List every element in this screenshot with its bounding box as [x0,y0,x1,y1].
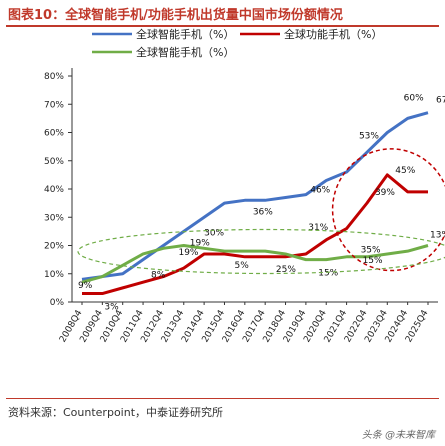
data-label-6: 35% [361,246,381,256]
y-tick-label: 50% [44,157,64,167]
highlight-ellipse-green [77,228,445,275]
data-label-20: 5% [234,261,249,271]
data-label-15: 15% [318,269,338,279]
series-line-2 [82,173,428,296]
data-label-5: 36% [253,207,273,217]
y-tick-label: 30% [44,213,64,223]
data-label-10: 31% [308,223,328,233]
y-tick-label: 60% [44,129,64,139]
data-label-8: 45% [395,166,415,176]
y-tick-label: 80% [44,72,64,82]
data-label-16: 13% [430,231,445,241]
y-tick-label: 70% [44,100,64,110]
data-label-14: 15% [363,256,383,266]
chart-data-labels: 67% 60% 53% 46% 36% 35% 30% 45% 39% 31% 25% 19%19% 1… [78,93,445,312]
source-note: 资料来源：Counterpoint，中泰证券研究所 [8,406,224,419]
y-tick-label: 40% [44,185,64,195]
data-label-11: 25% [276,265,296,275]
y-tick-label: 20% [44,242,64,252]
chart-legend: 全球智能手机（%） 全球功能手机（%） 全球智能手机（%） [92,27,382,59]
chart-highlights [77,148,445,275]
legend-label-3: 全球智能手机（%） [136,45,234,59]
data-label-13: 19% [190,239,210,249]
data-label-9: 39% [375,188,395,198]
series-line-3 [81,244,429,284]
chart-axes: 0%10%20%30%40%50%60%70%80%2008Q42009Q420… [44,68,438,344]
series-line-1 [81,111,429,281]
data-label-12: 19% [178,248,198,258]
line-chart: 全球智能手机（%） 全球功能手机（%） 全球智能手机（%） 0% 10% 20% 30% 4… [44,27,445,344]
legend-label-2: 全球功能手机（%） [284,27,382,41]
data-label-4: 46% [310,186,330,196]
data-label-1: 67% [436,96,445,106]
data-label-19: 3% [104,303,119,313]
data-label-3: 53% [359,131,379,141]
source-divider [6,398,439,399]
data-label-17: 9% [78,281,93,291]
highlight-ellipse-red [331,148,445,272]
watermark: 头条 @未来智库 [361,430,435,441]
title-divider [6,25,439,27]
data-label-2: 60% [404,93,424,103]
legend-label-1: 全球智能手机（%） [136,27,234,41]
data-label-7: 30% [204,228,224,238]
y-tick-label: 0% [50,298,65,308]
chart-series [81,111,429,296]
chart-title: 图表10：全球智能手机/功能手机出货量中国市场份额情况 [8,8,343,23]
data-label-18: 8% [151,271,166,281]
y-tick-label: 10% [44,270,64,280]
